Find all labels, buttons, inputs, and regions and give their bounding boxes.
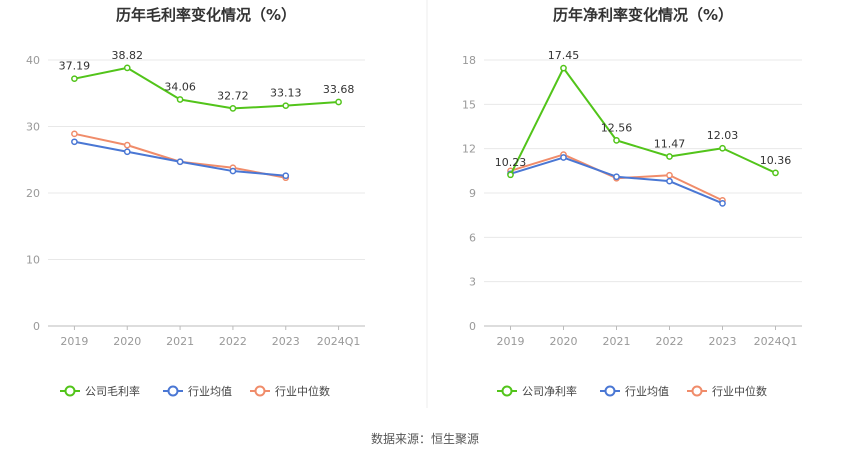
data-point bbox=[772, 169, 779, 177]
chart-title: 历年毛利率变化情况（%） bbox=[116, 6, 296, 24]
data-point bbox=[282, 172, 290, 180]
legend-label: 行业中位数 bbox=[712, 384, 767, 398]
legend-marker-icon bbox=[691, 385, 703, 397]
data-label: 34.06 bbox=[164, 81, 196, 94]
data-point bbox=[123, 141, 131, 149]
y-tick-label: 15 bbox=[462, 98, 476, 111]
data-point bbox=[229, 105, 237, 112]
legend-item[interactable]: 行业中位数 bbox=[250, 384, 330, 398]
data-label: 12.56 bbox=[601, 121, 633, 134]
data-label: 11.47 bbox=[654, 137, 686, 150]
y-tick-label: 10 bbox=[26, 254, 40, 267]
legend-label: 行业均值 bbox=[625, 385, 669, 398]
x-tick-label: 2023 bbox=[272, 335, 300, 348]
x-tick-label: 2021 bbox=[166, 335, 194, 348]
x-tick-label: 2024Q1 bbox=[317, 335, 361, 348]
series-line bbox=[509, 67, 776, 176]
data-point bbox=[335, 98, 342, 106]
data-point bbox=[176, 158, 184, 166]
data-point bbox=[613, 137, 620, 144]
data-point bbox=[282, 102, 290, 110]
series-line bbox=[74, 132, 286, 179]
legend-label: 行业均值 bbox=[188, 385, 232, 398]
legend-label: 行业中位数 bbox=[275, 384, 330, 398]
legend-item[interactable]: 行业均值 bbox=[600, 385, 669, 398]
x-tick-label: 2022 bbox=[656, 335, 684, 348]
chart-title: 历年净利率变化情况（%） bbox=[553, 6, 733, 24]
x-tick-label: 2024Q1 bbox=[754, 335, 798, 348]
x-tick-label: 2019 bbox=[497, 335, 525, 348]
y-tick-label: 9 bbox=[469, 187, 476, 200]
legend-marker-icon bbox=[64, 385, 76, 397]
y-tick-label: 18 bbox=[462, 54, 476, 67]
legend-label: 公司净利率 bbox=[522, 384, 577, 398]
legend-label: 公司毛利率 bbox=[85, 384, 140, 398]
data-point bbox=[71, 130, 78, 138]
data-label: 12.03 bbox=[707, 129, 739, 142]
data-point bbox=[666, 153, 673, 160]
data-label: 17.45 bbox=[548, 49, 580, 62]
data-point bbox=[560, 64, 567, 72]
data-point bbox=[123, 64, 131, 72]
y-tick-label: 12 bbox=[462, 143, 476, 156]
data-point bbox=[613, 173, 620, 181]
legend-marker-icon bbox=[254, 385, 266, 397]
data-source-note: 数据来源：恒生聚源 bbox=[370, 432, 479, 446]
y-tick-label: 6 bbox=[469, 231, 476, 244]
y-tick-label: 0 bbox=[33, 320, 40, 333]
data-point bbox=[71, 75, 78, 83]
chart-1: 历年毛利率变化情况（%） 0 10 20 30 40 2019 2020 2021 2022 202… bbox=[26, 6, 365, 398]
data-point bbox=[666, 177, 673, 185]
data-point bbox=[560, 154, 567, 161]
x-tick-label: 2019 bbox=[60, 335, 88, 348]
data-point bbox=[666, 171, 673, 179]
x-tick-label: 2020 bbox=[113, 335, 141, 348]
data-label: 33.13 bbox=[270, 87, 302, 100]
y-tick-label: 30 bbox=[26, 121, 40, 134]
data-label: 37.19 bbox=[59, 60, 91, 73]
data-point bbox=[719, 199, 726, 207]
data-label: 10.23 bbox=[495, 156, 527, 169]
data-point bbox=[71, 138, 78, 146]
legend-item[interactable]: 公司毛利率 bbox=[60, 384, 140, 398]
data-point bbox=[719, 144, 726, 152]
y-tick-label: 3 bbox=[469, 276, 476, 289]
data-point bbox=[229, 167, 237, 175]
chart-2: 历年净利率变化情况（%） 0 3 6 9 12 15 18 2019 2020 2021 2022 20… bbox=[462, 6, 802, 398]
x-tick-label: 2020 bbox=[550, 335, 578, 348]
x-tick-label: 2022 bbox=[219, 335, 247, 348]
data-label: 32.72 bbox=[217, 89, 249, 102]
y-tick-label: 20 bbox=[26, 187, 40, 200]
legend-marker-icon bbox=[604, 385, 616, 397]
legend-item[interactable]: 公司净利率 bbox=[497, 384, 577, 398]
legend-marker-icon bbox=[167, 385, 179, 397]
legend-item[interactable]: 行业均值 bbox=[163, 385, 232, 398]
x-tick-label: 2021 bbox=[603, 335, 631, 348]
data-point bbox=[176, 96, 184, 103]
data-label: 10.36 bbox=[760, 154, 792, 167]
legend-item[interactable]: 行业中位数 bbox=[687, 384, 767, 398]
series-line bbox=[74, 66, 339, 110]
y-tick-label: 40 bbox=[26, 54, 40, 67]
data-point bbox=[123, 148, 131, 156]
x-tick-label: 2023 bbox=[709, 335, 737, 348]
data-label: 38.82 bbox=[112, 49, 144, 62]
data-label: 33.68 bbox=[323, 83, 355, 96]
y-tick-label: 0 bbox=[469, 320, 476, 333]
data-point bbox=[507, 171, 514, 179]
legend-marker-icon bbox=[501, 385, 513, 397]
